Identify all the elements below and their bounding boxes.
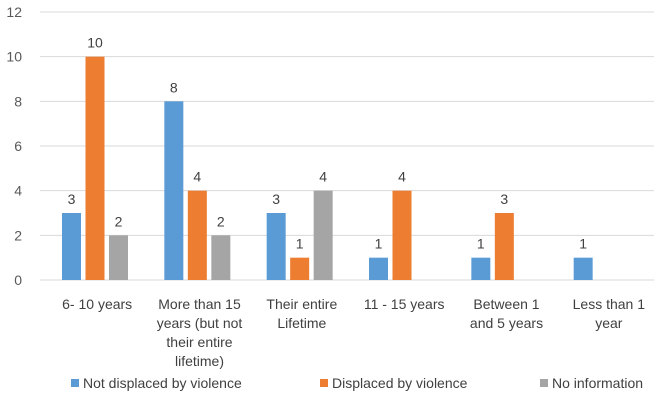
legend-label: Displaced by violence	[332, 375, 468, 391]
data-label: 3	[68, 191, 76, 207]
category-label: Less than 1 year	[573, 296, 646, 331]
data-label: 3	[272, 191, 280, 207]
data-label: 3	[500, 191, 508, 207]
bar-2-1	[85, 56, 105, 280]
y-tick-label: 10	[6, 49, 22, 65]
bars	[62, 56, 593, 280]
category-label: Their entire Lifetime	[266, 296, 337, 331]
bar-1-5	[471, 257, 491, 280]
bar-1-3	[266, 213, 286, 280]
bar-2-2	[187, 190, 207, 280]
bar-2-5	[494, 213, 514, 280]
data-label: 4	[193, 169, 201, 185]
data-label: 2	[115, 213, 123, 229]
bar-3-1	[109, 235, 128, 280]
legend-swatch	[540, 379, 548, 387]
data-label: 4	[319, 169, 327, 185]
category-label: 6- 10 years	[62, 296, 132, 312]
category-label: More than 15 years (but not their entire li…	[157, 296, 243, 369]
y-tick-label: 2	[14, 227, 22, 243]
category-label: 11 - 15 years	[364, 296, 445, 312]
legend: Not displaced by violence Displaced by vi…	[71, 375, 643, 391]
bar-3-2	[211, 235, 231, 280]
y-tick-label: 8	[14, 93, 22, 109]
gridlines	[40, 11, 654, 281]
y-tick-label: 0	[14, 272, 22, 288]
x-axis-categories: 6- 10 years More than 15 years (but not the…	[62, 296, 645, 369]
legend-swatch	[320, 379, 328, 387]
y-axis-ticks: 0 2 4 6 8 10 12	[6, 4, 22, 288]
data-label: 4	[398, 169, 406, 185]
bar-1-6	[573, 257, 593, 280]
legend-swatch	[71, 379, 79, 387]
data-label: 10	[87, 35, 103, 51]
bar-1-1	[62, 213, 81, 280]
y-tick-label: 12	[6, 4, 22, 20]
data-label: 8	[170, 79, 178, 95]
bar-2-4	[392, 190, 412, 280]
bar-1-2	[164, 101, 184, 280]
data-label: 1	[477, 236, 485, 252]
bar-3-3	[313, 190, 333, 280]
bar-2-3	[290, 257, 310, 280]
category-label: Between 1 and 5 years	[470, 296, 543, 331]
y-tick-label: 4	[14, 183, 22, 199]
data-label: 1	[375, 236, 383, 252]
data-labels: 3 8 3 1 1 1 10 4 1 4 3 2 2 4	[68, 35, 588, 252]
legend-label: No information	[552, 375, 643, 391]
data-label: 1	[296, 236, 304, 252]
data-label: 2	[217, 213, 225, 229]
y-tick-label: 6	[14, 138, 22, 154]
legend-label: Not displaced by violence	[83, 375, 242, 391]
bar-1-4	[369, 257, 388, 280]
data-label: 1	[579, 236, 587, 252]
